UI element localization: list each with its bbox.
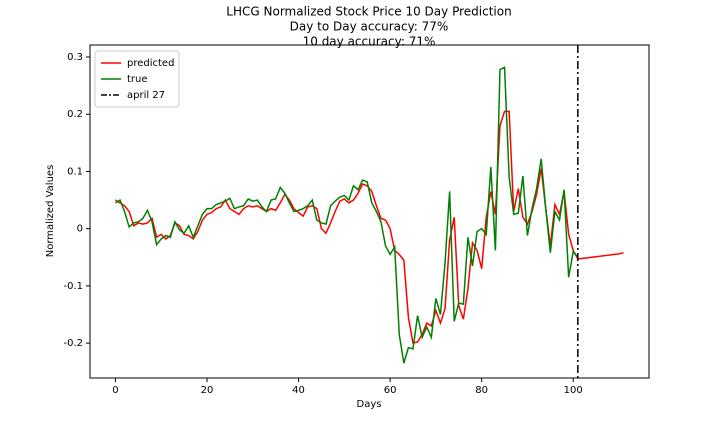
y-tick-label: -0.2 (63, 338, 83, 349)
line-series (115, 66, 579, 364)
x-axis-label: Days (357, 399, 382, 410)
y-tick-label: 0.2 (67, 109, 83, 120)
legend-box (94, 50, 180, 108)
legend-label: april 27 (127, 90, 165, 101)
x-tick-label: 40 (292, 385, 305, 396)
x-tick-label: 80 (475, 385, 488, 396)
line-series (115, 110, 624, 345)
legend-label: true (127, 74, 148, 85)
chart-title: LHCG Normalized Stock Price 10 Day Predi… (226, 5, 511, 19)
plot-frame (89, 44, 650, 379)
y-tick-label: 0.1 (67, 166, 83, 177)
x-tick-label: 20 (201, 385, 214, 396)
y-axis-label: Normalized Values (45, 165, 56, 258)
chart-subtitle: Day to Day accuracy: 77% (290, 20, 449, 34)
y-tick-label: -0.1 (63, 281, 83, 292)
y-tick-label: 0.3 (67, 52, 83, 63)
y-tick-label: 0 (77, 224, 83, 235)
x-tick-label: 60 (384, 385, 397, 396)
legend-label: predicted (127, 58, 174, 69)
chart-subtitle: 10 day accuracy: 71% (303, 35, 436, 49)
x-tick-label: 0 (112, 385, 118, 396)
x-tick-label: 100 (564, 385, 583, 396)
